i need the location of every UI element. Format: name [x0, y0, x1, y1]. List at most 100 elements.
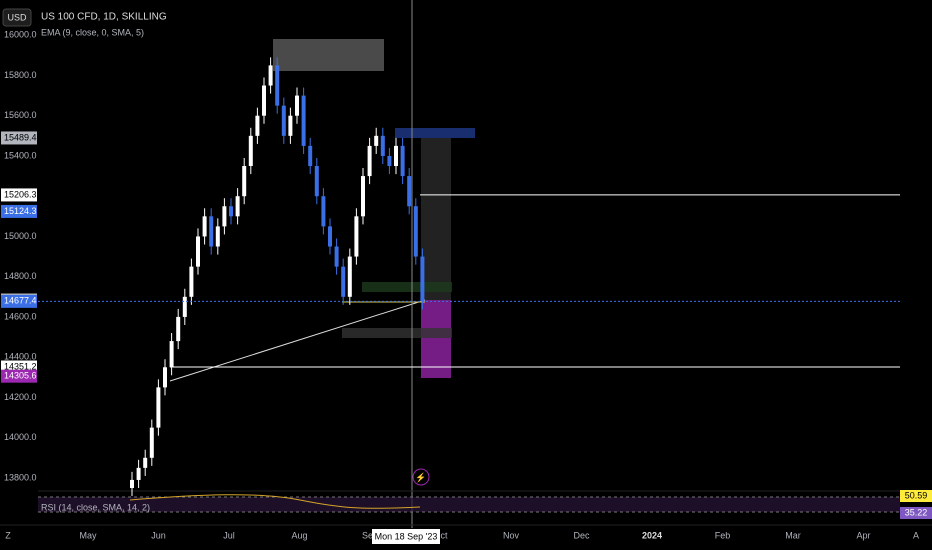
candle-body — [242, 166, 247, 197]
x-tick-label: Jun — [151, 530, 166, 540]
candle-body — [202, 216, 207, 237]
candle-body — [295, 95, 299, 116]
candle-body — [387, 155, 392, 167]
candle-body — [169, 341, 174, 368]
y-tick-label: 15600.0 — [4, 110, 37, 120]
candle-body — [407, 176, 412, 207]
candle-body — [334, 246, 339, 267]
candle-body — [209, 216, 214, 247]
price-tag — [1, 294, 37, 308]
candle-body — [380, 135, 385, 156]
candle-body — [354, 216, 359, 257]
rsi-tag — [900, 507, 932, 519]
candle-body — [235, 196, 240, 217]
rsi-tag — [900, 490, 932, 502]
x-tick-label: Dec — [573, 530, 590, 540]
x-tick-label: Jul — [223, 530, 235, 540]
candle-body — [374, 135, 379, 146]
price-tag-label: 14677.4 — [4, 296, 37, 306]
price-tag-label: 15206.3 — [4, 189, 37, 199]
y-tick-label: 14600.0 — [4, 311, 37, 321]
price-tag — [1, 188, 37, 202]
candle-body — [196, 236, 200, 267]
y-tick-label: 15800.0 — [4, 70, 37, 80]
candle-body — [149, 427, 154, 458]
zone-box — [395, 128, 475, 138]
y-tick-label: 14200.0 — [4, 392, 37, 402]
position-box — [421, 138, 451, 300]
rsi-label: RSI (14, close, SMA, 14, 2) — [41, 502, 150, 512]
position-box — [421, 300, 451, 378]
candle-body — [163, 367, 167, 388]
candle-body — [413, 206, 418, 257]
candle-body — [248, 135, 253, 167]
rsi-line — [129, 494, 421, 509]
x-tick-label: 2024 — [642, 530, 662, 540]
y-tick-label: 16000.0 — [4, 30, 37, 40]
candle-body — [301, 95, 306, 146]
candle-body — [176, 316, 181, 342]
price-tag — [1, 369, 37, 383]
currency-button[interactable] — [2, 8, 32, 27]
crosshair-label: Mon 18 Sep '23 — [375, 531, 438, 541]
candle-body — [420, 256, 425, 302]
x-tick-label: Nov — [503, 530, 520, 540]
rsi-tag: 35.22 — [905, 507, 928, 517]
candle-body — [400, 145, 405, 177]
y-tick-label: 15400.0 — [4, 150, 37, 160]
zone-box — [362, 282, 452, 292]
x-tick-label: Oct — [433, 530, 448, 540]
candle-body — [281, 105, 286, 136]
price-tag-label: 15489.4 — [4, 132, 37, 142]
candle-body — [156, 387, 161, 428]
price-tag — [1, 131, 37, 145]
alert-icon — [412, 468, 430, 486]
x-tick-label: Apr — [856, 530, 870, 540]
y-tick-label: 14800.0 — [4, 271, 37, 281]
y-tick-label: 13800.0 — [4, 472, 37, 482]
rsi-tag: 50.59 — [905, 490, 928, 500]
candle-body — [275, 65, 280, 106]
candle-body — [268, 65, 273, 86]
trend-line — [169, 299, 426, 382]
candle-body — [288, 115, 293, 136]
auto-button[interactable]: A — [913, 530, 919, 540]
candle-body — [136, 467, 141, 480]
candle-body — [308, 145, 313, 167]
candle-body — [229, 206, 233, 217]
z-button[interactable]: Z — [5, 530, 11, 540]
candle-body — [341, 266, 346, 297]
candle-body — [130, 479, 134, 488]
price-tag — [1, 204, 37, 218]
x-tick-label: Feb — [715, 530, 731, 540]
candle-body — [394, 145, 398, 167]
chart-title: US 100 CFD, 1D, SKILLING — [41, 12, 167, 23]
price-tag-label: 14351.2 — [4, 361, 37, 371]
candle-body — [262, 85, 266, 116]
price-tag-label: 14305.6 — [4, 371, 37, 381]
zone-box — [273, 39, 384, 71]
x-tick-label: Aug — [291, 530, 307, 540]
candle-body — [328, 226, 332, 247]
candle-body — [321, 196, 326, 227]
x-tick-label: May — [79, 530, 97, 540]
candle-body — [143, 457, 148, 468]
candle-body — [367, 145, 372, 177]
candle-body — [347, 256, 352, 297]
candle-body — [215, 226, 220, 247]
candle-body — [314, 166, 319, 197]
chart-subtitle: EMA (9, close, 0, SMA, 5) — [41, 27, 144, 37]
x-tick-label: Mar — [785, 530, 801, 540]
zone-box — [342, 328, 452, 338]
candle-body — [255, 115, 260, 136]
alert-icon: ⚡ — [415, 471, 426, 483]
crosshair-label — [372, 529, 440, 544]
y-tick-label: 15000.0 — [4, 231, 37, 241]
candle-body — [361, 176, 365, 217]
rsi-band — [38, 497, 900, 512]
currency-button[interactable]: USD — [7, 12, 27, 22]
y-tick-label: 14000.0 — [4, 432, 37, 442]
x-tick-label: Sep — [362, 530, 378, 540]
price-tag-label: 15124.3 — [4, 206, 37, 216]
